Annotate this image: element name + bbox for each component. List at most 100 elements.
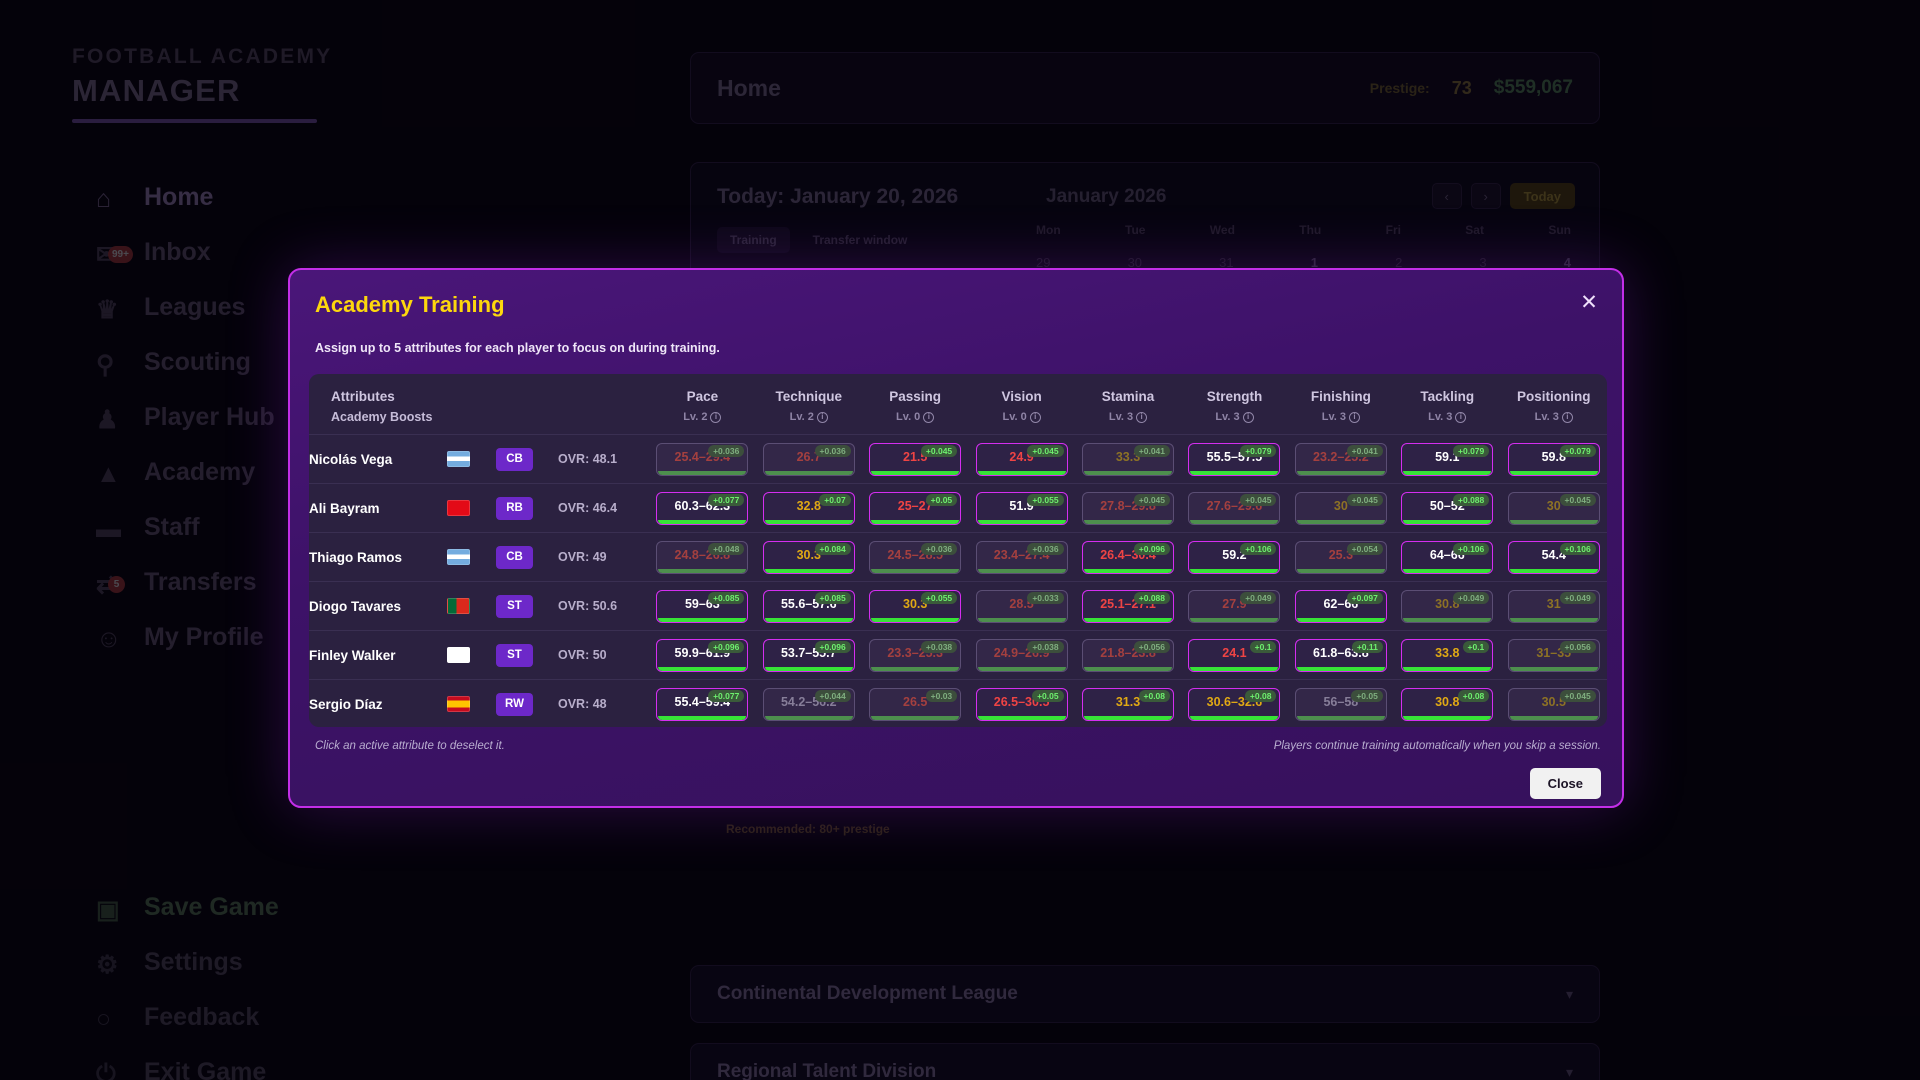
- info-icon[interactable]: i: [710, 411, 722, 423]
- attribute-toggle[interactable]: 24.9 +0.045: [975, 442, 1068, 476]
- attribute-toggle[interactable]: 23.2–25.2 +0.041: [1294, 442, 1387, 476]
- attribute-toggle[interactable]: 25–27 +0.05: [869, 491, 962, 525]
- attribute-cell-vision[interactable]: 51.9 +0.055: [968, 484, 1074, 533]
- attribute-toggle[interactable]: 53.7–55.7 +0.096: [762, 638, 855, 672]
- attribute-cell-finishing[interactable]: 25.3 +0.054: [1288, 533, 1394, 582]
- info-icon[interactable]: i: [1349, 411, 1360, 423]
- attribute-cell-positioning[interactable]: 54.4 +0.106: [1501, 533, 1608, 582]
- attribute-cell-tackling[interactable]: 59.1 +0.079: [1394, 435, 1500, 484]
- attribute-cell-strength[interactable]: 27.6–29.6 +0.045: [1181, 484, 1287, 533]
- attribute-cell-vision[interactable]: 26.5–30.5 +0.05: [968, 680, 1074, 728]
- attribute-toggle[interactable]: 30.5 +0.045: [1507, 687, 1600, 721]
- attribute-toggle[interactable]: 62–66 +0.097: [1294, 589, 1387, 623]
- attribute-cell-passing[interactable]: 24.5–28.5 +0.036: [862, 533, 968, 582]
- attribute-cell-stamina[interactable]: 27.8–29.8 +0.045: [1075, 484, 1181, 533]
- attribute-cell-positioning[interactable]: 31–35 +0.056: [1501, 631, 1608, 680]
- info-icon[interactable]: i: [923, 411, 935, 423]
- attribute-toggle[interactable]: 32.8 +0.07: [762, 491, 855, 525]
- attribute-toggle[interactable]: 33.8 +0.1: [1401, 638, 1494, 672]
- attribute-cell-tackling[interactable]: 33.8 +0.1: [1394, 631, 1500, 680]
- attribute-toggle[interactable]: 25.4–29.4 +0.036: [656, 442, 749, 476]
- attribute-toggle[interactable]: 55.4–59.4 +0.077: [656, 687, 749, 721]
- attribute-toggle[interactable]: 56–58 +0.05: [1294, 687, 1387, 721]
- attribute-cell-stamina[interactable]: 31.3 +0.08: [1075, 680, 1181, 728]
- attribute-toggle[interactable]: 30.8 +0.08: [1401, 687, 1494, 721]
- info-icon[interactable]: i: [816, 411, 828, 423]
- attribute-cell-passing[interactable]: 30.3 +0.055: [862, 582, 968, 631]
- info-icon[interactable]: i: [1136, 411, 1148, 423]
- info-icon[interactable]: i: [1561, 411, 1573, 423]
- attribute-cell-positioning[interactable]: 30.5 +0.045: [1501, 680, 1608, 728]
- attribute-cell-tackling[interactable]: 30.8 +0.08: [1394, 680, 1500, 728]
- attribute-toggle[interactable]: 55.5–57.5 +0.079: [1188, 442, 1281, 476]
- attribute-toggle[interactable]: 30.3 +0.055: [869, 589, 962, 623]
- attribute-cell-strength[interactable]: 55.5–57.5 +0.079: [1181, 435, 1287, 484]
- info-icon[interactable]: i: [1242, 411, 1254, 423]
- attribute-cell-finishing[interactable]: 62–66 +0.097: [1288, 582, 1394, 631]
- attribute-toggle[interactable]: 27.9 +0.049: [1188, 589, 1281, 623]
- attribute-toggle[interactable]: 25.1–27.1 +0.088: [1082, 589, 1175, 623]
- attribute-toggle[interactable]: 54.2–56.2 +0.044: [762, 687, 855, 721]
- attribute-toggle[interactable]: 61.8–63.8 +0.11: [1294, 638, 1387, 672]
- attribute-toggle[interactable]: 30.3 +0.084: [762, 540, 855, 574]
- info-icon[interactable]: i: [1029, 411, 1041, 423]
- attribute-cell-vision[interactable]: 28.5 +0.033: [968, 582, 1074, 631]
- attribute-cell-pace[interactable]: 55.4–59.4 +0.077: [649, 680, 755, 728]
- attribute-cell-stamina[interactable]: 26.4–30.4 +0.096: [1075, 533, 1181, 582]
- attribute-toggle[interactable]: 24.8–26.8 +0.048: [656, 540, 749, 574]
- attribute-toggle[interactable]: 31–35 +0.056: [1507, 638, 1600, 672]
- attribute-cell-vision[interactable]: 23.4–27.4 +0.036: [968, 533, 1074, 582]
- attribute-cell-technique[interactable]: 54.2–56.2 +0.044: [756, 680, 862, 728]
- attribute-toggle[interactable]: 59.9–61.9 +0.096: [656, 638, 749, 672]
- attribute-toggle[interactable]: 23.3–25.3 +0.038: [869, 638, 962, 672]
- attribute-cell-technique[interactable]: 30.3 +0.084: [756, 533, 862, 582]
- attribute-toggle[interactable]: 30.8 +0.049: [1401, 589, 1494, 623]
- attribute-toggle[interactable]: 26.7 +0.036: [762, 442, 855, 476]
- attribute-cell-vision[interactable]: 24.9 +0.045: [968, 435, 1074, 484]
- attribute-cell-stamina[interactable]: 25.1–27.1 +0.088: [1075, 582, 1181, 631]
- attribute-toggle[interactable]: 21.5 +0.045: [869, 442, 962, 476]
- attribute-toggle[interactable]: 30.6–32.6 +0.08: [1188, 687, 1281, 721]
- attribute-toggle[interactable]: 26.5–30.5 +0.05: [975, 687, 1068, 721]
- attribute-cell-finishing[interactable]: 30 +0.045: [1288, 484, 1394, 533]
- attribute-cell-stamina[interactable]: 33.3 +0.041: [1075, 435, 1181, 484]
- attribute-cell-passing[interactable]: 25–27 +0.05: [862, 484, 968, 533]
- attribute-cell-stamina[interactable]: 21.8–23.8 +0.056: [1075, 631, 1181, 680]
- attribute-cell-pace[interactable]: 60.3–62.3 +0.077: [649, 484, 755, 533]
- attribute-toggle[interactable]: 27.8–29.8 +0.045: [1082, 491, 1175, 525]
- attribute-cell-finishing[interactable]: 56–58 +0.05: [1288, 680, 1394, 728]
- attribute-cell-passing[interactable]: 21.5 +0.045: [862, 435, 968, 484]
- attribute-cell-technique[interactable]: 26.7 +0.036: [756, 435, 862, 484]
- attribute-toggle[interactable]: 50–52 +0.088: [1401, 491, 1494, 525]
- attribute-cell-strength[interactable]: 59.2 +0.106: [1181, 533, 1287, 582]
- attribute-cell-finishing[interactable]: 23.2–25.2 +0.041: [1288, 435, 1394, 484]
- attribute-toggle[interactable]: 24.1 +0.1: [1188, 638, 1281, 672]
- attribute-toggle[interactable]: 51.9 +0.055: [975, 491, 1068, 525]
- attribute-cell-pace[interactable]: 24.8–26.8 +0.048: [649, 533, 755, 582]
- attribute-toggle[interactable]: 26.5 +0.03: [869, 687, 962, 721]
- close-icon[interactable]: ✕: [1580, 290, 1598, 314]
- attribute-cell-pace[interactable]: 25.4–29.4 +0.036: [649, 435, 755, 484]
- attribute-toggle[interactable]: 59.2 +0.106: [1188, 540, 1281, 574]
- attribute-toggle[interactable]: 64–66 +0.106: [1401, 540, 1494, 574]
- attribute-toggle[interactable]: 59.8 +0.079: [1507, 442, 1600, 476]
- attribute-cell-tackling[interactable]: 50–52 +0.088: [1394, 484, 1500, 533]
- attribute-cell-strength[interactable]: 30.6–32.6 +0.08: [1181, 680, 1287, 728]
- info-icon[interactable]: i: [1455, 411, 1467, 423]
- attribute-toggle[interactable]: 21.8–23.8 +0.056: [1082, 638, 1175, 672]
- attribute-cell-technique[interactable]: 53.7–55.7 +0.096: [756, 631, 862, 680]
- attribute-cell-vision[interactable]: 24.9–26.9 +0.038: [968, 631, 1074, 680]
- attribute-toggle[interactable]: 54.4 +0.106: [1507, 540, 1600, 574]
- attribute-cell-tackling[interactable]: 64–66 +0.106: [1394, 533, 1500, 582]
- attribute-toggle[interactable]: 30 +0.045: [1294, 491, 1387, 525]
- attribute-toggle[interactable]: 31.3 +0.08: [1082, 687, 1175, 721]
- attribute-cell-positioning[interactable]: 30 +0.045: [1501, 484, 1608, 533]
- attribute-toggle[interactable]: 26.4–30.4 +0.096: [1082, 540, 1175, 574]
- attribute-toggle[interactable]: 28.5 +0.033: [975, 589, 1068, 623]
- attribute-cell-pace[interactable]: 59.9–61.9 +0.096: [649, 631, 755, 680]
- attribute-toggle[interactable]: 24.5–28.5 +0.036: [869, 540, 962, 574]
- attribute-cell-strength[interactable]: 24.1 +0.1: [1181, 631, 1287, 680]
- attribute-toggle[interactable]: 30 +0.045: [1507, 491, 1600, 525]
- attribute-cell-passing[interactable]: 23.3–25.3 +0.038: [862, 631, 968, 680]
- attribute-toggle[interactable]: 55.6–57.6 +0.085: [762, 589, 855, 623]
